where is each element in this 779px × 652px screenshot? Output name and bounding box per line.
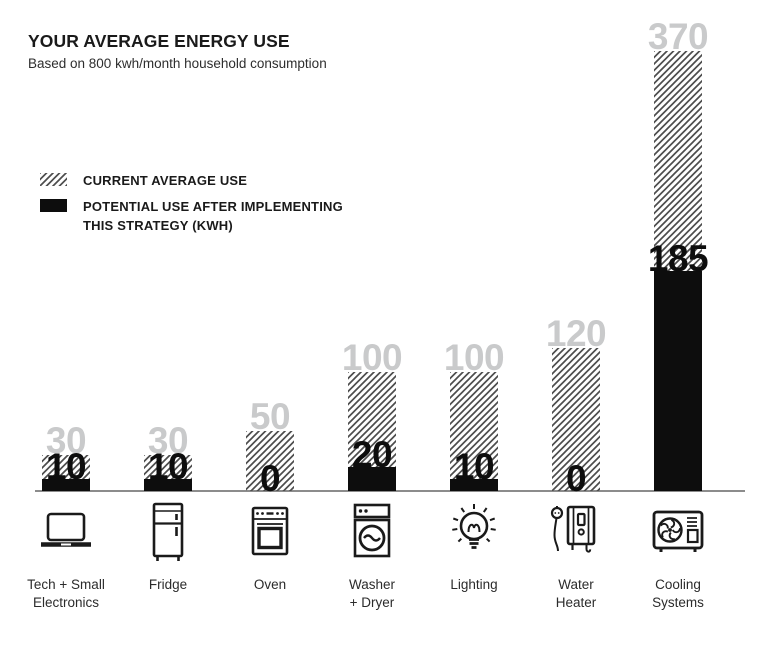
x-axis-line: [35, 490, 745, 492]
current-value-label: 30: [147, 420, 189, 461]
legend-label-potential: POTENTIAL USE AFTER IMPLEMENTING THIS ST…: [83, 199, 343, 233]
current-use-bar: [246, 431, 294, 491]
potential-use-bar: [450, 479, 498, 491]
hatched-swatch-icon: [40, 173, 67, 186]
current-use-bar: [552, 348, 600, 491]
category-label: Fridge: [148, 577, 188, 592]
current-value-label: 50: [249, 396, 291, 437]
chart-title: YOUR AVERAGE ENERGY USE: [28, 31, 290, 51]
potential-value-label: 185: [647, 238, 709, 279]
potential-value-label: 10: [453, 446, 495, 487]
category-label: Lighting: [450, 577, 498, 592]
current-value-label: 120: [545, 313, 607, 354]
potential-value-label: 20: [351, 434, 393, 475]
water-heater-icon: [545, 501, 607, 565]
category-label: Water Heater: [555, 577, 597, 610]
laptop-icon: [35, 501, 97, 565]
potential-value-label: 10: [45, 446, 87, 487]
potential-value-label: 0: [259, 458, 281, 499]
current-value-label: 30: [45, 420, 87, 461]
chart-subtitle: Based on 800 kwh/month household consump…: [28, 56, 327, 71]
category-label: Washer + Dryer: [348, 577, 395, 610]
potential-use-bar: [654, 271, 702, 491]
current-value-label: 100: [341, 337, 403, 378]
air-conditioner-icon: [647, 501, 709, 565]
legend-item-potential: POTENTIAL USE AFTER IMPLEMENTING THIS ST…: [40, 197, 371, 235]
fridge-icon: [137, 501, 199, 565]
potential-value-label: 0: [565, 458, 587, 499]
category-label: Tech + Small Electronics: [27, 577, 105, 610]
oven-icon: [239, 501, 301, 565]
chart-header: YOUR AVERAGE ENERGY USE Based on 800 kwh…: [28, 31, 327, 71]
potential-use-bar: [42, 479, 90, 491]
legend-item-current: CURRENT AVERAGE USE: [40, 171, 371, 190]
legend-label-current: CURRENT AVERAGE USE: [83, 173, 248, 188]
current-value-label: 100: [443, 337, 505, 378]
black-swatch-icon: [40, 199, 67, 212]
potential-use-bar: [348, 467, 396, 491]
potential-value-label: 10: [147, 446, 189, 487]
lightbulb-icon: [443, 501, 505, 565]
current-value-label: 370: [647, 16, 709, 57]
category-label: Oven: [253, 577, 287, 592]
potential-use-bar: [144, 479, 192, 491]
washing-machine-icon: [341, 501, 403, 565]
chart-legend: CURRENT AVERAGE USE POTENTIAL USE AFTER …: [40, 171, 371, 242]
current-use-bar: [450, 372, 498, 491]
category-label: Cooling Systems: [652, 577, 704, 610]
